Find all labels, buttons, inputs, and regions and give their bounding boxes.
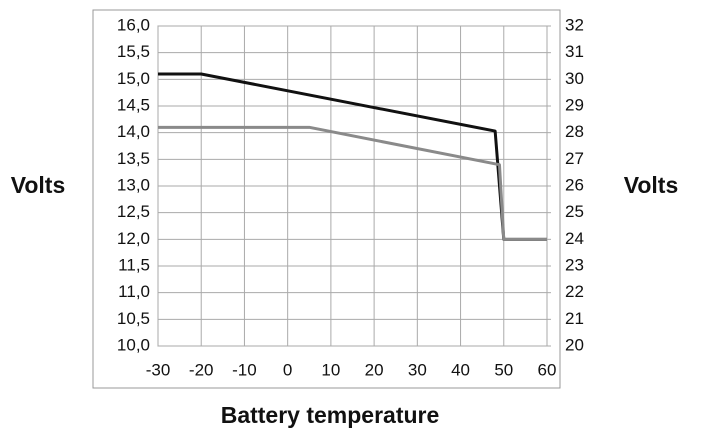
y2-tick-label: 32 xyxy=(565,15,584,34)
x-tick-label: -30 xyxy=(146,360,171,379)
x-tick-label: -20 xyxy=(189,360,214,379)
x-tick-label: 20 xyxy=(365,360,384,379)
x-tick-label: 40 xyxy=(451,360,470,379)
x-tick-label: 0 xyxy=(283,360,292,379)
y-tick-label: 15,0 xyxy=(117,69,150,88)
frame xyxy=(92,9,561,389)
y2-tick-label: 22 xyxy=(565,282,584,301)
y-tick-label: 12,0 xyxy=(117,229,150,248)
y-tick-label: 12,5 xyxy=(117,202,150,221)
x-axis-label: Battery temperature xyxy=(221,402,440,428)
y2-tick-label: 21 xyxy=(565,309,584,328)
y-tick-label: 16,0 xyxy=(117,15,150,34)
series-line xyxy=(158,72,547,241)
y-tick-label: 10,5 xyxy=(117,309,150,328)
y-tick-label: 11,0 xyxy=(118,282,150,301)
y2-tick-label: 23 xyxy=(565,255,584,274)
y2-tick-label: 24 xyxy=(565,229,584,248)
y-tick-label: 13,5 xyxy=(117,149,150,168)
y2-tick-label: 28 xyxy=(565,122,584,141)
y-tick-label: 10,0 xyxy=(117,335,150,354)
y2-tick-label: 30 xyxy=(565,69,584,88)
y-tick-label: 13,0 xyxy=(117,175,150,194)
y2-tick-label: 31 xyxy=(565,42,584,61)
y-tick-label: 15,5 xyxy=(117,42,150,61)
y-tick-label: 11,5 xyxy=(118,255,150,274)
y2-axis-label: Volts xyxy=(624,172,679,198)
y-axis-label: Volts xyxy=(11,172,66,198)
x-tick-label: 60 xyxy=(538,360,557,379)
x-tick-label: 50 xyxy=(494,360,513,379)
y-tick-label: 14,0 xyxy=(117,122,150,141)
y-tick-label: 14,5 xyxy=(117,95,150,114)
x-tick-label: 30 xyxy=(408,360,427,379)
x-tick-label: 10 xyxy=(321,360,340,379)
y2-tick-label: 20 xyxy=(565,335,584,354)
x-tick-label: -10 xyxy=(232,360,257,379)
y2-tick-label: 25 xyxy=(565,202,584,221)
series-line xyxy=(158,125,547,241)
y2-tick-label: 26 xyxy=(565,175,584,194)
y2-tick-label: 29 xyxy=(565,95,584,114)
y2-tick-label: 27 xyxy=(565,149,584,168)
